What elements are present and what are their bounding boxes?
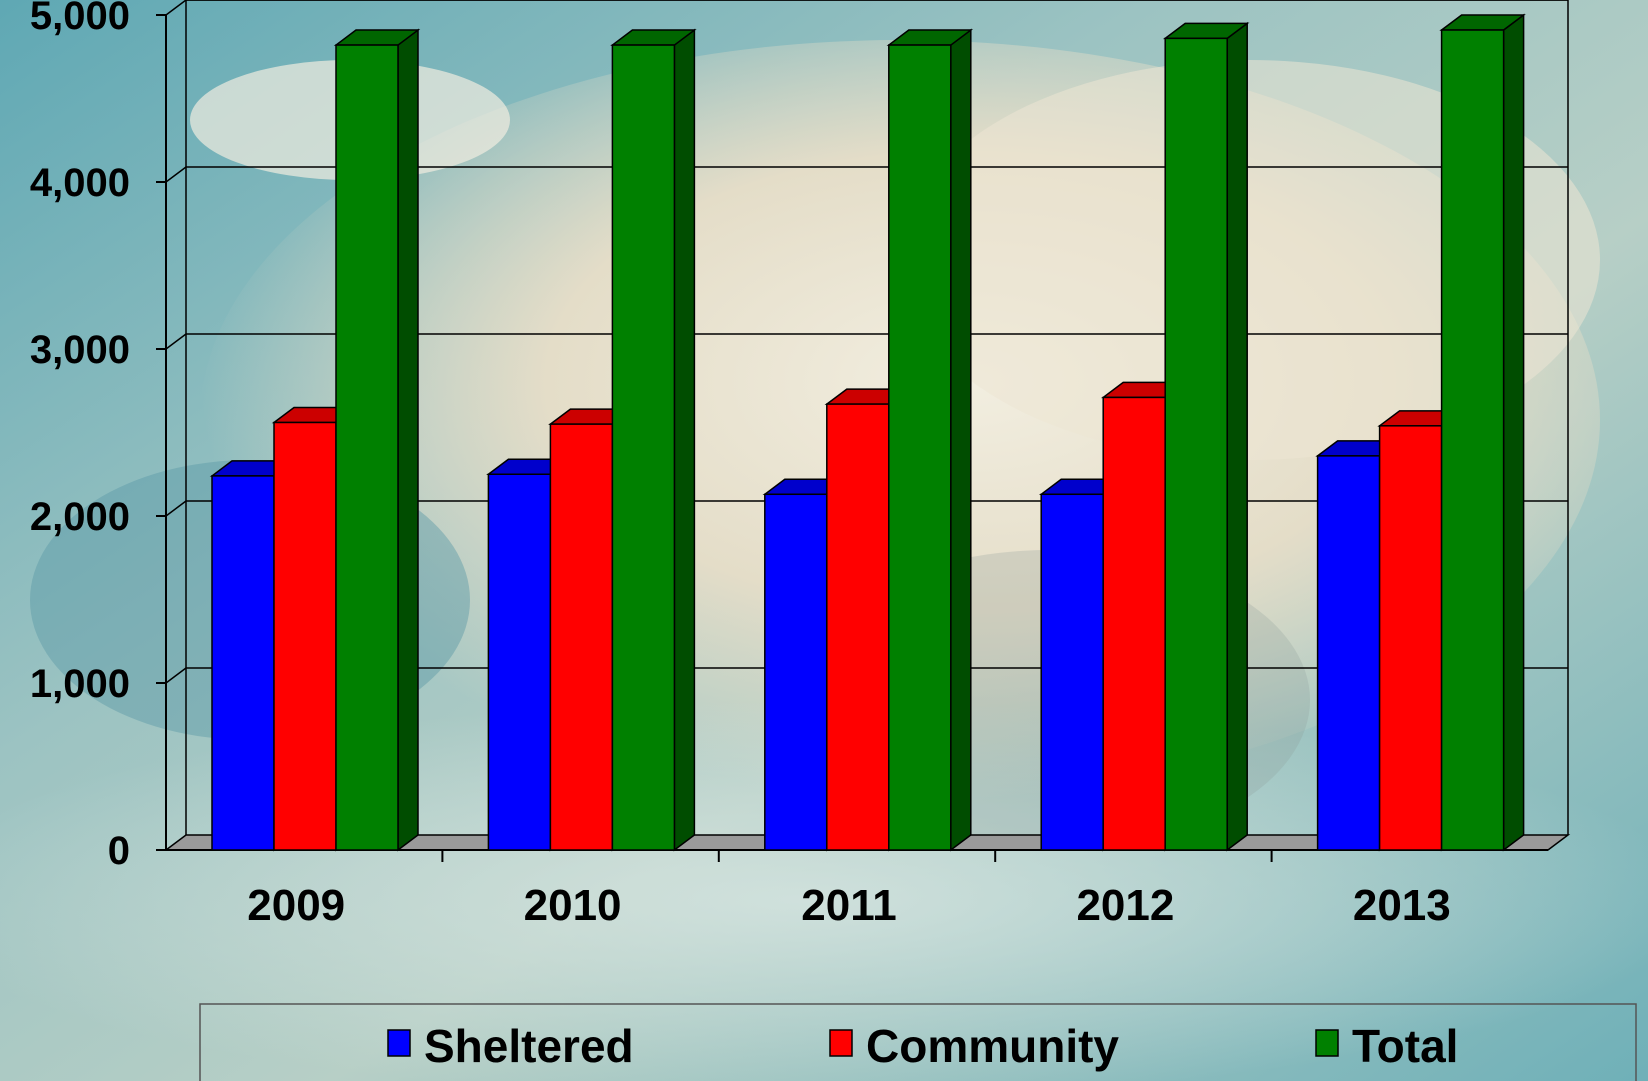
gridline-side xyxy=(165,166,187,183)
bar-front xyxy=(335,44,399,851)
legend: Sheltered Community Total xyxy=(199,1003,1637,1081)
bar-side xyxy=(673,28,696,852)
y-tick-label: 1,000 xyxy=(30,662,130,706)
bar-side xyxy=(397,28,419,852)
y-tick-label: 2,000 xyxy=(30,495,130,539)
x-category-label: 2011 xyxy=(801,881,896,930)
gridline-side xyxy=(165,667,187,684)
gridline-side xyxy=(165,333,187,350)
bar-total-2010 xyxy=(610,28,697,852)
legend-item-total: Total xyxy=(1315,1020,1458,1072)
bar-front xyxy=(1040,493,1104,851)
bar-front xyxy=(1316,455,1381,851)
legend-swatch xyxy=(829,1029,853,1057)
bar-front xyxy=(1440,29,1505,851)
bar-side xyxy=(950,28,972,852)
axis-labels: 0 1,000 2,000 3,000 4,000 5,000 2009 2010 2011 20… xyxy=(30,0,1451,930)
y-tick-label: 5,000 xyxy=(30,0,130,38)
x-category-label: 2010 xyxy=(524,881,622,930)
legend-item-sheltered: Sheltered xyxy=(387,1020,634,1072)
bars xyxy=(209,13,1526,852)
gridline-side xyxy=(165,500,187,517)
bar-front xyxy=(487,473,552,851)
legend-label: Sheltered xyxy=(424,1020,634,1072)
gridline-side xyxy=(165,0,187,16)
bar-front xyxy=(549,423,614,851)
bar-front xyxy=(611,44,676,851)
y-tick-label: 3,000 xyxy=(30,328,130,372)
legend-item-community: Community xyxy=(829,1020,1119,1072)
bar-total-2012 xyxy=(1162,21,1250,852)
x-category-label: 2013 xyxy=(1353,881,1451,930)
bar-total-2009 xyxy=(333,28,421,852)
bar-front xyxy=(1164,37,1228,851)
legend-swatch xyxy=(387,1029,411,1057)
bar-side xyxy=(1226,21,1248,852)
legend-box xyxy=(199,1003,1637,1081)
bar-front xyxy=(888,44,952,851)
bar-front xyxy=(211,475,275,851)
bar-front xyxy=(826,403,890,851)
bar-front xyxy=(1102,396,1166,851)
bar-front xyxy=(764,493,828,851)
x-category-label: 2009 xyxy=(247,881,345,930)
bar-total-2013 xyxy=(1439,13,1526,852)
bar-front xyxy=(273,421,337,851)
bar-front xyxy=(1378,425,1443,851)
y-tick-label: 4,000 xyxy=(30,161,130,205)
bar-sheltered-2013 xyxy=(1315,439,1402,852)
x-category-label: 2012 xyxy=(1076,881,1174,930)
legend-swatch xyxy=(1315,1029,1339,1057)
bar-side xyxy=(1502,13,1525,852)
bar-total-2011 xyxy=(886,28,974,852)
legend-label: Total xyxy=(1352,1020,1458,1072)
y-tick-label: 0 xyxy=(108,829,130,873)
legend-label: Community xyxy=(866,1020,1119,1072)
